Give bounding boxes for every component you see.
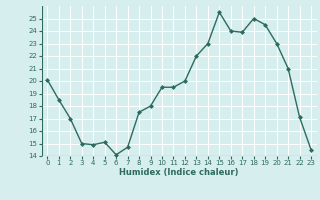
X-axis label: Humidex (Indice chaleur): Humidex (Indice chaleur) <box>119 168 239 177</box>
